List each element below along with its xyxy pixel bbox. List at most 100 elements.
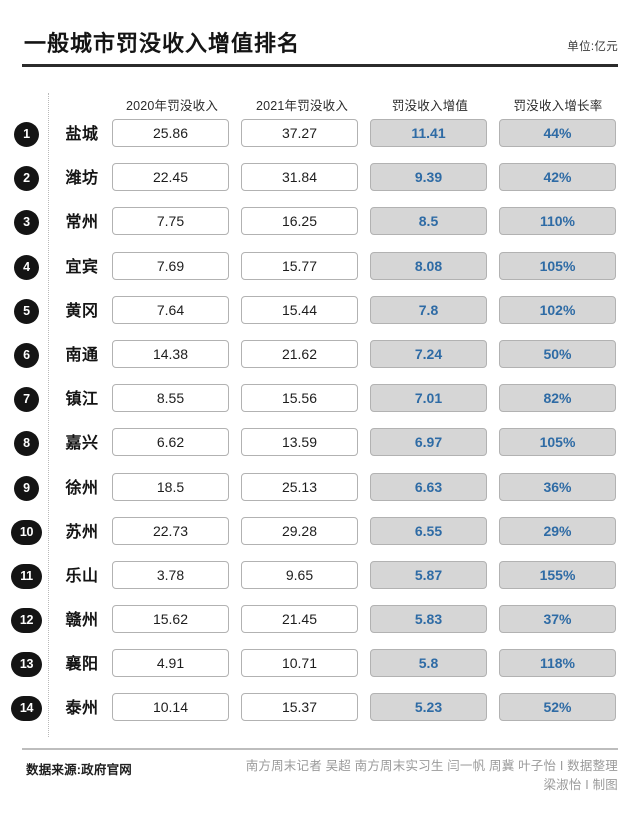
rank-badge: 1 bbox=[14, 122, 39, 147]
cell-revenue-increase: 5.87 bbox=[370, 560, 487, 589]
rank-badge: 2 bbox=[14, 166, 39, 192]
city-name: 镇江 bbox=[65, 391, 99, 409]
cell-growth-rate: 42% bbox=[499, 163, 616, 192]
cell-growth-rate: 105% bbox=[499, 251, 616, 280]
cell-growth-rate: 37% bbox=[499, 605, 616, 634]
cell-2021-revenue: 37.27 bbox=[241, 119, 358, 147]
rank-badge: 4 bbox=[14, 254, 39, 280]
table-row: 9 徐州 18.5 25.13 6.63 36% bbox=[0, 470, 640, 514]
cell-growth-rate: 52% bbox=[499, 693, 616, 722]
cell-2020-revenue: 22.73 bbox=[112, 516, 229, 545]
column-header-2020: 2020年罚没收入 bbox=[125, 99, 219, 113]
cell-2020-revenue: 7.69 bbox=[112, 251, 229, 280]
cell-2020-revenue: 7.75 bbox=[112, 207, 229, 236]
cell-2020-revenue: 18.5 bbox=[112, 472, 229, 501]
city-name: 南通 bbox=[65, 346, 99, 364]
cell-growth-rate: 155% bbox=[499, 560, 616, 589]
table-row: 1 盐城 25.86 37.27 11.41 44% bbox=[0, 116, 640, 160]
credit-line-reporters: 南方周末记者 吴超 南方周末实习生 闫一帆 周冀 叶子怡 I 数据整理 bbox=[245, 759, 618, 773]
rank-badge: 11 bbox=[11, 563, 42, 589]
rank-badge: 5 bbox=[14, 298, 39, 324]
data-source-label: 数据来源:政府官网 bbox=[26, 763, 132, 777]
rank-badge: 6 bbox=[14, 342, 39, 368]
cell-revenue-increase: 7.24 bbox=[370, 339, 487, 368]
cell-growth-rate: 105% bbox=[499, 428, 616, 457]
table-row: 10 苏州 22.73 29.28 6.55 29% bbox=[0, 514, 640, 558]
cell-growth-rate: 110% bbox=[499, 207, 616, 236]
cell-revenue-increase: 6.55 bbox=[370, 516, 487, 545]
cell-2020-revenue: 14.38 bbox=[112, 339, 229, 368]
table-row: 3 常州 7.75 16.25 8.5 110% bbox=[0, 204, 640, 248]
cell-2021-revenue: 15.37 bbox=[241, 693, 358, 722]
table-row: 8 嘉兴 6.62 13.59 6.97 105% bbox=[0, 425, 640, 469]
table-row: 4 宜宾 7.69 15.77 8.08 105% bbox=[0, 249, 640, 293]
cell-2021-revenue: 15.56 bbox=[241, 384, 358, 413]
cell-2021-revenue: 21.62 bbox=[241, 339, 358, 368]
rank-badge: 7 bbox=[14, 387, 39, 413]
cell-growth-rate: 102% bbox=[499, 295, 616, 324]
cell-revenue-increase: 9.39 bbox=[370, 163, 487, 192]
table-row: 5 黄冈 7.64 15.44 7.8 102% bbox=[0, 293, 640, 337]
cell-growth-rate: 118% bbox=[499, 649, 616, 678]
city-name: 盐城 bbox=[65, 126, 99, 143]
city-name: 黄冈 bbox=[65, 302, 99, 320]
column-header-delta: 罚没收入增值 bbox=[391, 99, 469, 113]
cell-2020-revenue: 8.55 bbox=[112, 384, 229, 413]
cell-2021-revenue: 31.84 bbox=[241, 163, 358, 192]
city-name: 赣州 bbox=[65, 612, 99, 630]
cell-growth-rate: 82% bbox=[499, 384, 616, 413]
cell-revenue-increase: 8.08 bbox=[370, 251, 487, 280]
cell-revenue-increase: 11.41 bbox=[370, 119, 487, 147]
cell-growth-rate: 50% bbox=[499, 339, 616, 368]
rank-badge: 8 bbox=[14, 431, 39, 457]
cell-2020-revenue: 4.91 bbox=[112, 649, 229, 678]
table-row: 7 镇江 8.55 15.56 7.01 82% bbox=[0, 381, 640, 425]
cell-2020-revenue: 10.14 bbox=[112, 693, 229, 722]
table-row: 13 襄阳 4.91 10.71 5.8 118% bbox=[0, 646, 640, 690]
cell-revenue-increase: 6.63 bbox=[370, 472, 487, 501]
cell-2020-revenue: 22.45 bbox=[112, 163, 229, 192]
city-name: 泰州 bbox=[65, 700, 99, 718]
unit-label: 单位:亿元 bbox=[567, 41, 618, 53]
cell-2021-revenue: 10.71 bbox=[241, 649, 358, 678]
cell-revenue-increase: 5.8 bbox=[370, 649, 487, 678]
cell-2021-revenue: 15.77 bbox=[241, 251, 358, 280]
cell-revenue-increase: 7.8 bbox=[370, 295, 487, 324]
city-name: 苏州 bbox=[65, 523, 99, 541]
column-header-2021: 2021年罚没收入 bbox=[255, 99, 349, 113]
table-row: 6 南通 14.38 21.62 7.24 50% bbox=[0, 337, 640, 381]
title-divider bbox=[22, 64, 618, 67]
cell-revenue-increase: 7.01 bbox=[370, 384, 487, 413]
cell-growth-rate: 36% bbox=[499, 472, 616, 501]
city-name: 潍坊 bbox=[65, 170, 99, 188]
cell-2021-revenue: 21.45 bbox=[241, 605, 358, 634]
cell-2021-revenue: 29.28 bbox=[241, 516, 358, 545]
credits: 南方周末记者 吴超 南方周末实习生 闫一帆 周冀 叶子怡 I 数据整理 梁淑怡 … bbox=[198, 757, 618, 795]
cell-growth-rate: 29% bbox=[499, 516, 616, 545]
table-row: 12 赣州 15.62 21.45 5.83 37% bbox=[0, 602, 640, 646]
rank-badge: 3 bbox=[14, 210, 39, 236]
credit-line-designer: 梁淑怡 I 制图 bbox=[543, 778, 618, 792]
rank-badge: 14 bbox=[11, 696, 42, 722]
cell-revenue-increase: 5.23 bbox=[370, 693, 487, 722]
page-title: 一般城市罚没收入增值排名 bbox=[24, 31, 301, 56]
city-name: 宜宾 bbox=[65, 258, 99, 276]
table-column-headers: 2020年罚没收入 2021年罚没收入 罚没收入增值 罚没收入增长率 bbox=[0, 95, 640, 115]
city-name: 徐州 bbox=[65, 479, 99, 497]
footer-divider bbox=[22, 748, 618, 750]
rank-badge: 9 bbox=[14, 475, 39, 501]
city-name: 常州 bbox=[65, 214, 99, 232]
rank-badge: 13 bbox=[11, 652, 42, 678]
rank-badge: 12 bbox=[11, 608, 42, 634]
cell-2020-revenue: 15.62 bbox=[112, 605, 229, 634]
cell-2021-revenue: 25.13 bbox=[241, 472, 358, 501]
header: 一般城市罚没收入增值排名 单位:亿元 bbox=[0, 0, 640, 68]
cell-growth-rate: 44% bbox=[499, 119, 616, 147]
table-body: 1 盐城 25.86 37.27 11.41 44% 2 潍坊 22.45 31.84 9.39 42… bbox=[0, 116, 640, 735]
cell-revenue-increase: 8.5 bbox=[370, 207, 487, 236]
rank-badge: 10 bbox=[11, 519, 42, 545]
cell-2021-revenue: 9.65 bbox=[241, 560, 358, 589]
cell-2021-revenue: 13.59 bbox=[241, 428, 358, 457]
cell-revenue-increase: 5.83 bbox=[370, 605, 487, 634]
cell-2021-revenue: 15.44 bbox=[241, 295, 358, 324]
